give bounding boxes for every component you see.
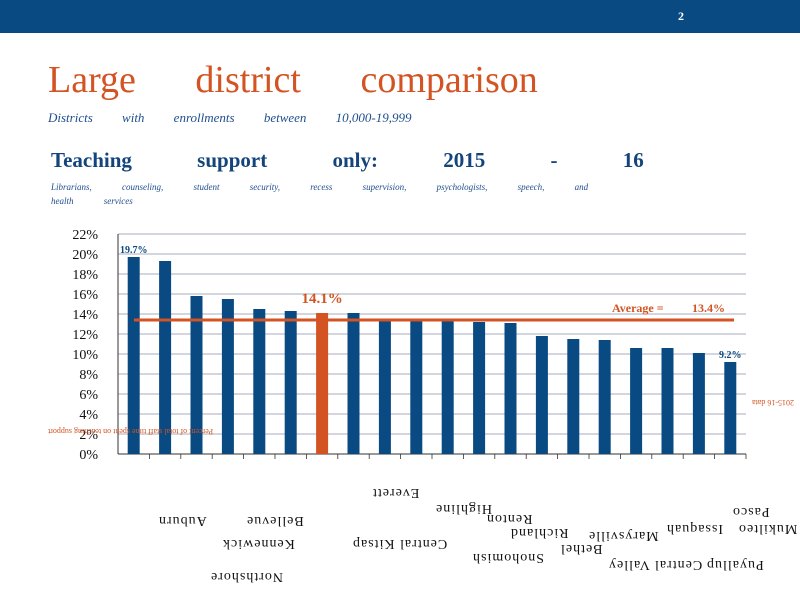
slide-number: 2 [678,9,684,23]
y-tick-label: 4% [79,408,98,423]
bar [441,320,454,454]
bar [221,299,234,454]
slide-title: Large district comparison [48,59,538,101]
y-tick-label: 18% [72,268,98,283]
y-tick-label: 14% [72,308,98,323]
category-label: Central Kitsap [352,536,448,551]
data-label: 14.1% [301,291,342,307]
bar [347,313,360,454]
category-label: Auburn [158,513,207,528]
category-label: Renton [486,511,533,526]
category-label: Everett [372,485,420,500]
category-label: Marysville [588,528,659,543]
category-label: Bethel [560,541,603,556]
average-label: Average = [612,301,664,315]
data-label: 19.7% [120,245,148,256]
bar [661,348,674,454]
bar [190,296,203,454]
bar [127,257,140,454]
category-label: Puyallup [706,557,764,572]
bar [253,309,266,454]
y-tick-label: 6% [79,388,98,403]
category-label: Issaquah [666,521,723,536]
bar [567,339,580,454]
bar [316,313,329,454]
category-label: Central Valley [608,557,703,572]
bar [724,362,737,454]
bar [473,322,486,454]
data-label: 9.2% [719,350,742,361]
bar [598,340,611,454]
bar [378,320,391,454]
bar [535,336,548,454]
category-label: Highline [435,501,492,516]
chart-description: Librarians, counseling, student security… [51,182,589,206]
rotated-left-note: Percent of total staff time spent on tea… [48,427,214,436]
bar [630,348,643,454]
category-label: Pasco [732,504,770,519]
bar [692,353,705,454]
y-tick-label: 12% [72,328,98,343]
y-tick-label: 16% [72,288,98,303]
bar-chart: 0% 2% 4% 6% 8% 10% 12% 14% 16% 18% 20% 22% 19.7% 14.1… [72,228,747,463]
y-tick-label: 22% [72,228,98,243]
category-label: Snohomish [472,550,545,565]
bar [284,311,297,454]
y-tick-label: 10% [72,348,98,363]
chart-heading: Teaching support only: 2015 - 16 [51,148,644,172]
y-tick-label: 2% [79,428,98,443]
header-bar: 2 [0,0,800,33]
bar [159,261,172,454]
category-label: Northshore [210,569,283,584]
category-label: Mukilteo [738,521,798,536]
average-value-label: 13.4% [692,301,725,315]
y-tick-label: 0% [79,448,98,463]
y-tick-label: 8% [79,368,98,383]
bar [504,323,517,454]
category-label: Richland [510,525,569,540]
category-label: Bellevue [246,513,304,528]
y-tick-label: 20% [72,248,98,263]
bar [410,320,423,454]
slide-subtitle: Districts with enrollments between 10,00… [48,110,412,125]
rotated-right-note: 2015-16 data [752,398,794,407]
category-label: Kennewick [222,536,295,551]
